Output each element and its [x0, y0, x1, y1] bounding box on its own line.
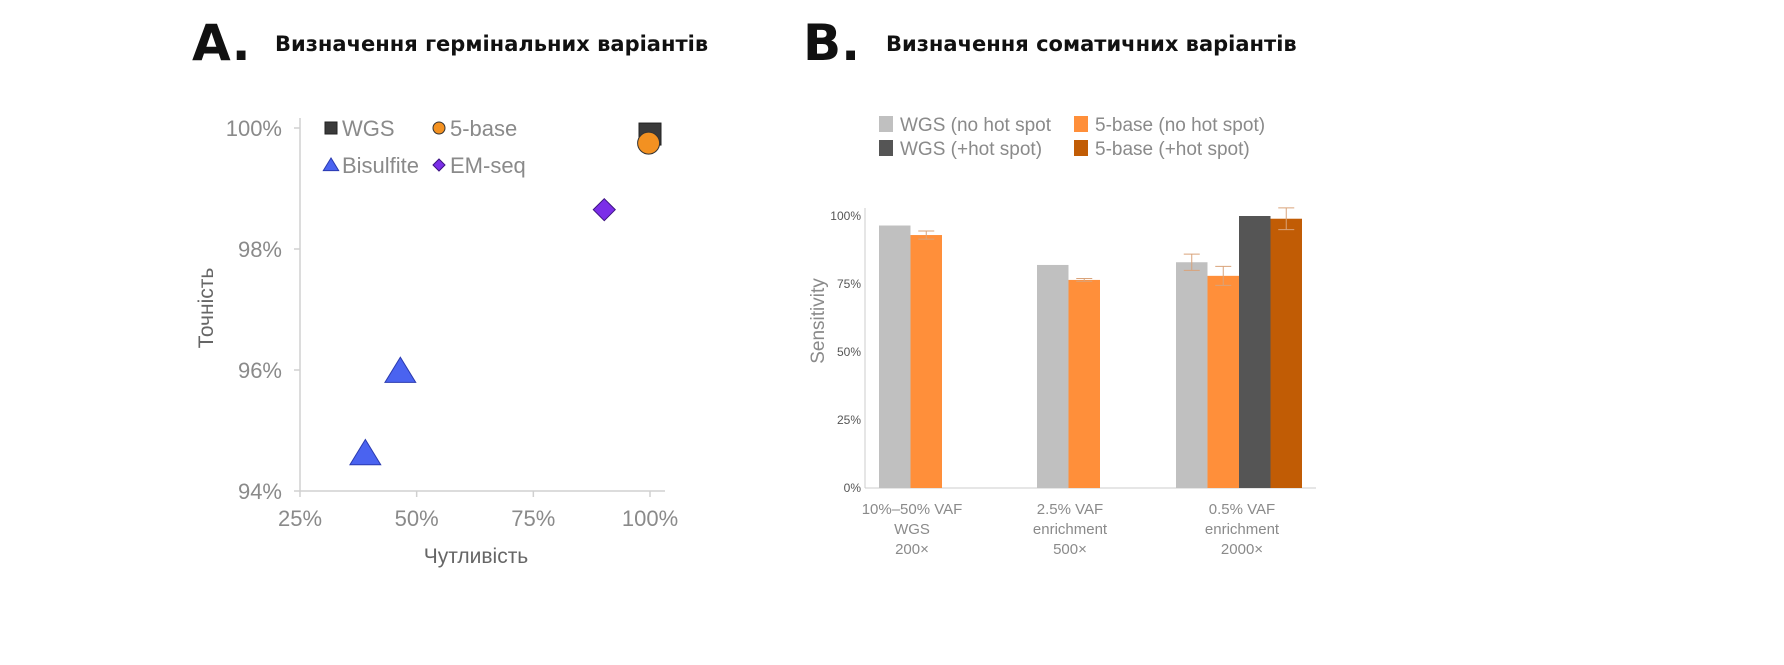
y-tick-label: 96%: [238, 358, 282, 383]
bar: [1270, 218, 1302, 488]
legend-marker-em-seq: [432, 158, 446, 172]
category-label: enrichment: [1205, 521, 1280, 538]
panel-b-letter: B.: [803, 14, 861, 72]
category-label: 2.5% VAF: [1037, 501, 1103, 518]
bar: [879, 225, 911, 488]
x-axis-title: Чутливість: [424, 545, 529, 568]
data-point-bisulfite: [384, 356, 417, 383]
legend-label-5-base: 5-base: [450, 116, 517, 141]
legend-swatch: [879, 116, 893, 132]
legend-swatch: [1074, 116, 1088, 132]
x-tick-label: 25%: [278, 506, 322, 531]
y-tick-label: 100%: [830, 209, 861, 223]
panel-a-title: Визначення гермінальних варіантів: [275, 32, 709, 56]
category-label: 0.5% VAF: [1209, 501, 1275, 518]
bar: [910, 235, 942, 488]
legend-label-em-seq: EM-seq: [450, 153, 526, 178]
legend-label: 5-base (+hot spot): [1095, 139, 1250, 160]
category-label: 2000×: [1221, 541, 1263, 558]
legend-label: 5-base (no hot spot): [1095, 115, 1265, 136]
legend-marker-bisulfite: [322, 157, 340, 172]
bar: [1239, 216, 1271, 488]
x-tick-label: 75%: [511, 506, 555, 531]
category-label: WGS: [894, 521, 930, 538]
legend-swatch: [1074, 140, 1088, 156]
y-tick-label: 75%: [837, 277, 861, 291]
y-tick-label: 94%: [238, 479, 282, 504]
category-label: enrichment: [1033, 521, 1108, 538]
y-tick-label: 100%: [226, 116, 282, 141]
category-label: 10%–50% VAF: [862, 501, 963, 518]
panel-b-title: Визначення соматичних варіантів: [886, 32, 1297, 56]
y-tick-label: 25%: [837, 413, 861, 427]
y-tick-label: 50%: [837, 345, 861, 359]
legend-swatch: [879, 140, 893, 156]
legend-label: WGS (no hot spot: [900, 115, 1052, 136]
data-point-bisulfite: [349, 438, 382, 466]
y-axis-title: Sensitivity: [808, 278, 829, 364]
bar: [1176, 262, 1208, 488]
scatter-chart-germline: 94% 96% 98% 100% 25% 50% 75% 100% Чутливість Точн…: [195, 116, 678, 568]
data-point-em-seq: [592, 197, 616, 222]
bar: [1068, 279, 1100, 488]
category-label: 500×: [1053, 541, 1087, 558]
x-tick-label: 100%: [622, 506, 678, 531]
panel-a-letter: A.: [192, 14, 251, 72]
x-tick-label: 50%: [395, 506, 439, 531]
legend-label: WGS (+hot spot): [900, 139, 1042, 160]
legend-marker-wgs: [324, 121, 338, 135]
y-axis-title: Точність: [195, 268, 218, 349]
legend-marker-5-base: [432, 121, 446, 135]
category-label: 200×: [895, 541, 929, 558]
bar: [1207, 275, 1239, 488]
data-point-5-base: [637, 131, 661, 155]
legend-label-wgs: WGS: [342, 116, 395, 141]
bar: [1037, 264, 1069, 488]
y-tick-label: 98%: [238, 237, 282, 262]
legend-label-bisulfite: Bisulfite: [342, 153, 419, 178]
y-tick-label: 0%: [844, 481, 862, 495]
